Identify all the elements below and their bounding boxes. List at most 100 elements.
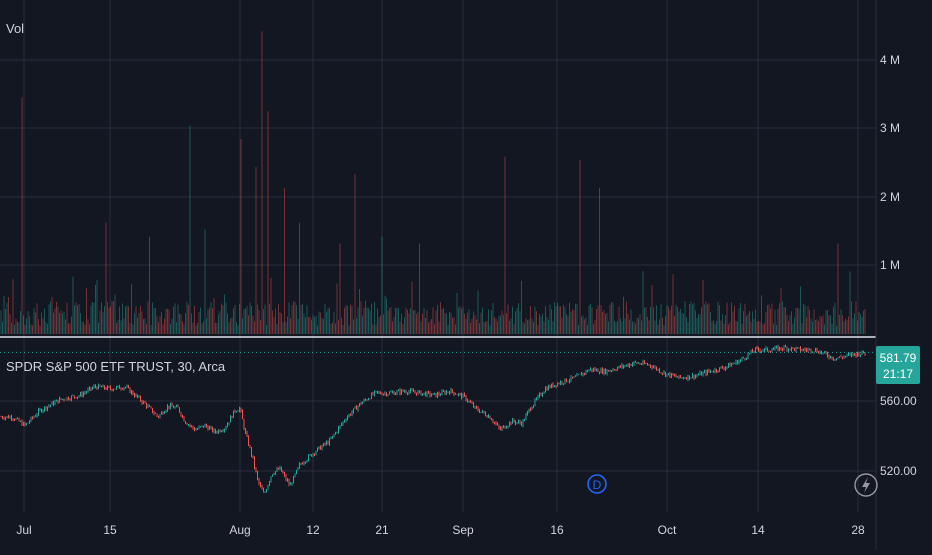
volume-bar [785,307,786,334]
volume-bar [60,310,62,334]
volume-bar [20,311,21,334]
volume-bar [660,304,662,334]
volume-bar [458,307,459,334]
volume-bar [107,302,108,334]
volume-bar [159,316,161,334]
volume-bar [315,315,317,334]
volume-bar [39,325,41,334]
lightning-icon-circle[interactable] [854,473,878,497]
volume-bar [54,308,56,334]
volume-bar [813,309,815,334]
volume-bar [830,315,831,334]
volume-bar [771,303,773,334]
volume-bar [788,321,789,334]
price-series [0,344,866,493]
volume-bar [560,306,561,334]
volume-bar [12,279,14,334]
volume-bar [162,324,164,334]
volume-bar [393,316,395,334]
x-tick-label: 14 [751,523,765,537]
x-tick-label: 12 [306,523,320,537]
volume-bar [408,313,410,334]
volume-bar [62,313,63,334]
dividend-marker-circle[interactable] [587,474,607,494]
volume-bar [587,325,588,334]
volume-bar [357,307,359,334]
volume-bar [302,304,303,334]
volume-bar [359,289,360,334]
volume-bar [477,290,479,334]
volume-bar [0,310,2,334]
volume-bar [366,307,368,334]
volume-bar [327,308,329,334]
volume-bar [854,313,855,334]
volume-bar [594,319,596,334]
volume-bar [326,311,327,334]
volume-bar [377,308,378,334]
volume-bar [269,303,270,334]
volume-bar [281,313,282,334]
volume-bar [197,323,198,334]
volume-bar [126,305,128,334]
lightning-icon[interactable] [854,473,878,497]
volume-bar [497,321,498,334]
volume-bar [395,307,396,334]
price-legend[interactable]: SPDR S&P 500 ETF TRUST, 30, Arca [6,359,226,374]
volume-bar [8,297,9,334]
y-axis-ticks[interactable]: 1 M 2 M 3 M 4 M 520.00 560.00 [880,53,917,478]
volume-bar [26,318,27,334]
volume-bar [110,306,111,334]
volume-bar [407,309,408,334]
volume-bar [516,308,518,334]
volume-bar [365,300,366,334]
volume-bar [251,306,252,334]
volume-bar [515,311,516,334]
volume-bar [512,306,513,334]
volume-bar [117,320,119,334]
volume-bar [746,316,747,334]
x-tick-label: 21 [375,523,389,537]
volume-bar [95,284,96,334]
volume-bar [564,307,566,334]
volume-bar [164,318,165,334]
volume-bar [119,306,120,334]
volume-bar [132,324,134,334]
volume-bar [342,325,344,334]
volume-bar [836,325,837,334]
volume-bar [446,313,447,334]
volume-bar [638,317,639,334]
volume-bar [749,311,750,334]
volume-bar [605,313,606,334]
volume-bar [381,236,383,334]
volume-bar [354,174,356,334]
volume-bar [42,318,44,334]
dividend-marker[interactable]: D [587,474,607,494]
volume-bar [167,309,168,334]
volume-bar [800,286,801,334]
volume-bar [492,303,494,334]
volume-bar [15,319,17,334]
volume-bar [615,322,617,334]
volume-bar [582,315,584,334]
volume-bar [405,307,407,334]
volume-bar [485,321,486,334]
volume-bar [759,321,761,334]
volume-bar [261,31,263,335]
lightning-icon-glyph [862,477,870,493]
volume-bar [495,318,497,334]
volume-bar [519,311,521,334]
volume-bar [642,271,644,334]
volume-bar [146,324,147,334]
volume-bar [777,308,779,334]
volume-bar [399,321,401,334]
volume-bar [41,312,42,334]
x-axis-ticks[interactable]: Jul 15 Aug 12 21 Sep 16 Oct 14 28 [16,523,865,537]
volume-bar [744,303,746,334]
volume-bar [507,304,509,334]
volume-bar [195,325,197,334]
volume-bar [647,317,648,334]
volume-bar [678,311,680,334]
volume-bar [5,309,6,334]
